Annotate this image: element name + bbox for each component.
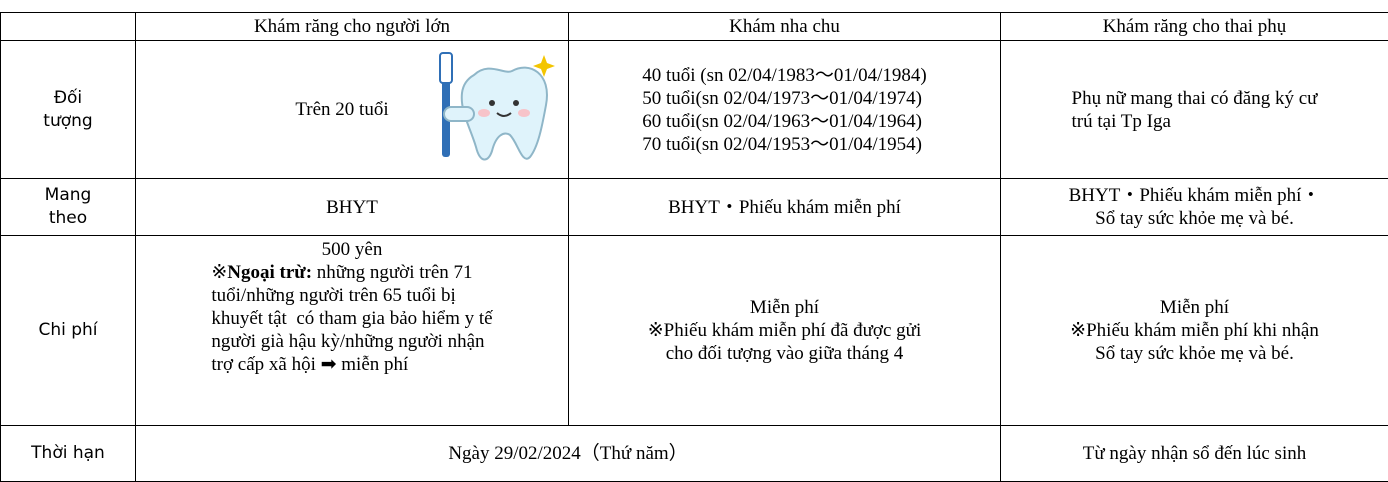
row-label: Thời hạn bbox=[1, 426, 136, 482]
tooth-illustration bbox=[434, 47, 559, 169]
cell-text: Trên 20 tuổi bbox=[295, 99, 388, 120]
dental-table: Khám răng cho người lớn Khám nha chu Khá… bbox=[0, 12, 1388, 482]
line: trú tại Tp Iga bbox=[1072, 110, 1318, 133]
note-bold: Ngoại trừ: bbox=[227, 262, 312, 283]
column-header: Khám răng cho thai phụ bbox=[1001, 13, 1388, 41]
header-row: Khám răng cho người lớn Khám nha chu Khá… bbox=[1, 13, 1388, 41]
line: ※Phiếu khám miễn phí khi nhận bbox=[1005, 319, 1384, 342]
label-line: tượng bbox=[5, 110, 131, 133]
cell: Miễn phí※Phiếu khám miễn phí đã được gửi… bbox=[569, 236, 1001, 426]
note-mark: ※ bbox=[211, 262, 227, 283]
cell: BHYT bbox=[136, 179, 569, 236]
row-label: Chi phí bbox=[1, 236, 136, 426]
line: ※Ngoại trừ: những người trên 71 bbox=[211, 261, 492, 284]
line: 40 tuổi (sn 02/04/1983～01/04/1984) bbox=[642, 64, 926, 87]
label-line: Mang bbox=[5, 184, 131, 207]
line: khuyết tật có tham gia bảo hiểm y tế bbox=[211, 307, 492, 330]
corner-cell bbox=[1, 13, 136, 41]
line: 50 tuổi(sn 02/04/1973～01/04/1974) bbox=[642, 87, 926, 110]
line: 70 tuổi(sn 02/04/1953～01/04/1954) bbox=[642, 133, 926, 156]
column-header: Khám răng cho người lớn bbox=[136, 13, 569, 41]
cell: BHYT・Phiếu khám miễn phí bbox=[569, 179, 1001, 236]
label-line: theo bbox=[5, 207, 131, 230]
column-header: Khám nha chu bbox=[569, 13, 1001, 41]
line: Sổ tay sức khỏe mẹ và bé. bbox=[1005, 342, 1384, 365]
line: tuổi/những người trên 65 tuổi bị bbox=[211, 284, 492, 307]
cell: Ngày 29/02/2024（Thứ năm） bbox=[136, 426, 1001, 482]
line: người già hậu kỳ/những người nhận bbox=[211, 330, 492, 353]
line: trợ cấp xã hội ➡ miễn phí bbox=[211, 353, 492, 376]
line: 60 tuổi(sn 02/04/1963～01/04/1964) bbox=[642, 110, 926, 133]
label-line: Đối bbox=[5, 87, 131, 110]
cell-text: 40 tuổi (sn 02/04/1983～01/04/1984)50 tuổ… bbox=[642, 64, 926, 156]
cell: BHYT・Phiếu khám miễn phí・Sổ tay sức khỏe… bbox=[1001, 179, 1388, 236]
cell: Từ ngày nhận sổ đến lúc sinh bbox=[1001, 426, 1388, 482]
line: Phụ nữ mang thai có đăng ký cư bbox=[1072, 87, 1318, 110]
line: cho đối tượng vào giữa tháng 4 bbox=[573, 342, 996, 365]
row: Thời hạn Ngày 29/02/2024（Thứ năm） Từ ngà… bbox=[1, 426, 1388, 482]
line: Miễn phí bbox=[1005, 296, 1384, 319]
line: Sổ tay sức khỏe mẹ và bé. bbox=[1005, 207, 1384, 230]
line: BHYT・Phiếu khám miễn phí・ bbox=[1005, 184, 1384, 207]
note-text: những người trên 71 bbox=[312, 262, 472, 283]
line: Miễn phí bbox=[573, 296, 996, 319]
cell: 40 tuổi (sn 02/04/1983～01/04/1984)50 tuổ… bbox=[569, 41, 1001, 179]
cell: Trên 20 tuổi bbox=[136, 41, 569, 179]
line: ※Phiếu khám miễn phí đã được gửi bbox=[573, 319, 996, 342]
price: 500 yên bbox=[140, 238, 564, 261]
row: Chi phí 500 yên ※Ngoại trừ: những người … bbox=[1, 236, 1388, 426]
